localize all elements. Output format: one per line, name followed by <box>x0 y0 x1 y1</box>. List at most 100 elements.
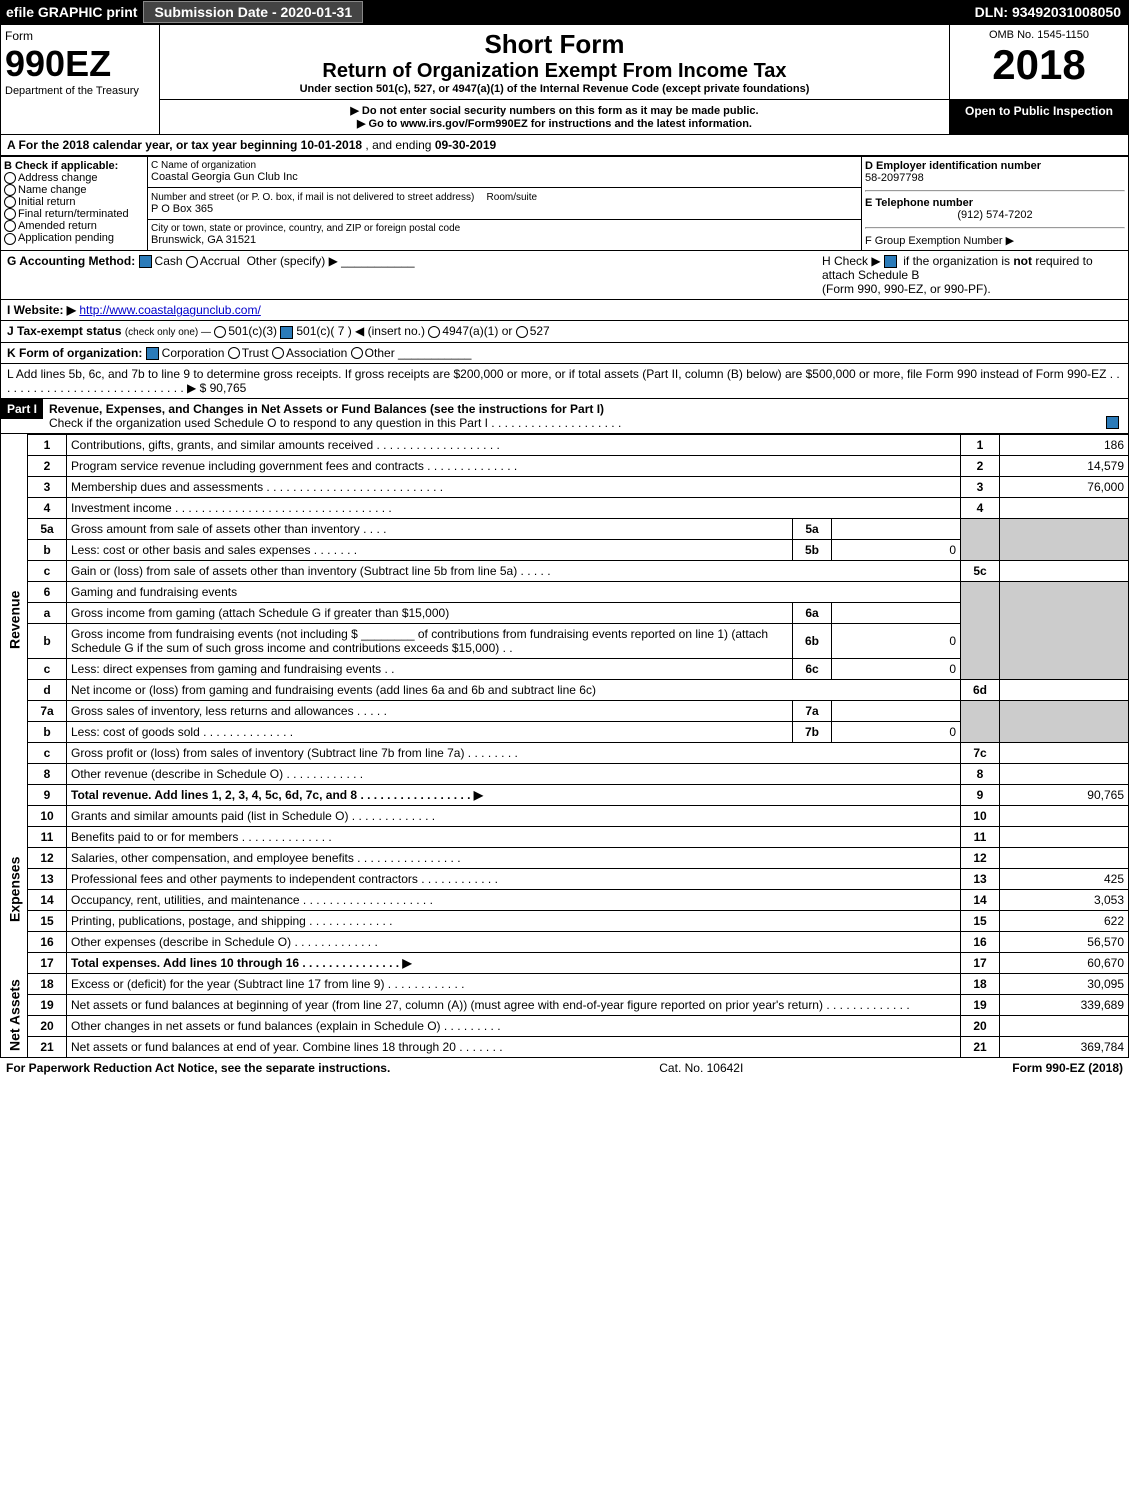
check-final-return[interactable]: Final return/terminated <box>4 208 144 220</box>
check-name-change[interactable]: Name change <box>4 184 144 196</box>
group-exemption-label: F Group Exemption Number ▶ <box>865 235 1014 247</box>
net-assets-side-label: Net Assets <box>1 973 28 1057</box>
line-12: 12 Salaries, other compensation, and emp… <box>1 847 1129 868</box>
accrual-radio[interactable] <box>186 256 198 268</box>
line-21-value: 369,784 <box>1000 1036 1129 1057</box>
line-20-value <box>1000 1015 1129 1036</box>
phone-value: (912) 574-7202 <box>865 209 1125 221</box>
part1-schedule-o-checkbox[interactable] <box>1106 416 1119 429</box>
line-6b-value: 0 <box>832 623 961 658</box>
line-17: 17 Total expenses. Add lines 10 through … <box>1 952 1129 973</box>
line-5a: 5a Gross amount from sale of assets othe… <box>1 518 1129 539</box>
schedule-b-checkbox[interactable] <box>884 255 897 268</box>
line-5b-value: 0 <box>832 539 961 560</box>
line-11-value <box>1000 826 1129 847</box>
gross-receipts-value: 90,765 <box>210 381 247 395</box>
dept-treasury: Department of the Treasury <box>5 85 155 97</box>
line-7b: b Less: cost of goods sold . . . . . . .… <box>1 721 1129 742</box>
check-applicable-label: B Check if applicable: <box>4 160 118 172</box>
line-15: 15 Printing, publications, postage, and … <box>1 910 1129 931</box>
irs-link[interactable]: www.irs.gov/Form990EZ <box>400 118 527 130</box>
tax-period-row: A For the 2018 calendar year, or tax yea… <box>0 135 1129 156</box>
line-4: 4 Investment income . . . . . . . . . . … <box>1 497 1129 518</box>
line-19-value: 339,689 <box>1000 994 1129 1015</box>
line-18: Net Assets 18 Excess or (deficit) for th… <box>1 973 1129 994</box>
efile-label[interactable]: efile GRAPHIC print <box>0 4 143 20</box>
ein-value: 58-2097798 <box>865 172 924 184</box>
line-14: 14 Occupancy, rent, utilities, and maint… <box>1 889 1129 910</box>
line-6a: a Gross income from gaming (attach Sched… <box>1 602 1129 623</box>
h-check-label: H Check ▶ <box>822 254 881 268</box>
form-number: 990EZ <box>5 43 155 85</box>
line-7a: 7a Gross sales of inventory, less return… <box>1 700 1129 721</box>
tax-year: 2018 <box>954 41 1124 89</box>
part1-check-line: Check if the organization used Schedule … <box>49 416 621 430</box>
line-6: 6 Gaming and fundraising events <box>1 581 1129 602</box>
footer-form-ref: Form 990-EZ (2018) <box>1012 1061 1123 1075</box>
line-21: 21 Net assets or fund balances at end of… <box>1 1036 1129 1057</box>
527-radio[interactable] <box>516 326 528 338</box>
line-6d: d Net income or (loss) from gaming and f… <box>1 679 1129 700</box>
street-label: Number and street (or P. O. box, if mail… <box>151 192 474 203</box>
line-9-value: 90,765 <box>1000 784 1129 805</box>
line-10-value <box>1000 805 1129 826</box>
part1-header-row: Part I Revenue, Expenses, and Changes in… <box>0 399 1129 434</box>
line-10: Expenses 10 Grants and similar amounts p… <box>1 805 1129 826</box>
line-7a-value <box>832 700 961 721</box>
line-7b-value: 0 <box>832 721 961 742</box>
line-15-value: 622 <box>1000 910 1129 931</box>
org-name: Coastal Georgia Gun Club Inc <box>151 171 858 183</box>
line-1: Revenue 1 Contributions, gifts, grants, … <box>1 434 1129 455</box>
other-org-radio[interactable] <box>351 347 363 359</box>
line-18-value: 30,095 <box>1000 973 1129 994</box>
short-form-title: Short Form <box>164 29 945 60</box>
omb-number: OMB No. 1545-1150 <box>954 29 1124 41</box>
org-info-block: B Check if applicable: Address change Na… <box>0 156 1129 251</box>
cash-checkbox[interactable] <box>139 255 152 268</box>
check-amended-return[interactable]: Amended return <box>4 220 144 232</box>
dln-number: DLN: 93492031008050 <box>975 4 1129 20</box>
line-5c-value <box>1000 560 1129 581</box>
line-5a-value <box>832 518 961 539</box>
line-8: 8 Other revenue (describe in Schedule O)… <box>1 763 1129 784</box>
form-header: Form 990EZ Department of the Treasury Sh… <box>0 24 1129 135</box>
check-application-pending[interactable]: Application pending <box>4 232 144 244</box>
revenue-side-label: Revenue <box>1 434 28 805</box>
main-title: Return of Organization Exempt From Incom… <box>164 60 945 83</box>
corporation-checkbox[interactable] <box>146 347 159 360</box>
part1-title: Revenue, Expenses, and Changes in Net As… <box>49 402 604 416</box>
check-initial-return[interactable]: Initial return <box>4 196 144 208</box>
top-bar: efile GRAPHIC print Submission Date - 20… <box>0 0 1129 24</box>
line-6c: c Less: direct expenses from gaming and … <box>1 658 1129 679</box>
line-16: 16 Other expenses (describe in Schedule … <box>1 931 1129 952</box>
line-6b: b Gross income from fundraising events (… <box>1 623 1129 658</box>
line-3-value: 76,000 <box>1000 476 1129 497</box>
lines-table: Revenue 1 Contributions, gifts, grants, … <box>0 434 1129 1058</box>
4947-radio[interactable] <box>428 326 440 338</box>
website-link[interactable]: http://www.coastalgagunclub.com/ <box>79 303 260 317</box>
form-org-label: K Form of organization: <box>7 346 142 360</box>
street-value: P O Box 365 <box>151 203 213 215</box>
line-1-value: 186 <box>1000 434 1129 455</box>
line-6c-value: 0 <box>832 658 961 679</box>
line-8-value <box>1000 763 1129 784</box>
trust-radio[interactable] <box>228 347 240 359</box>
form-org-row: K Form of organization: Corporation Trus… <box>0 343 1129 364</box>
website-row: I Website: ▶ http://www.coastalgagunclub… <box>0 300 1129 321</box>
line-5b: b Less: cost or other basis and sales ex… <box>1 539 1129 560</box>
gross-receipts-row: L Add lines 5b, 6c, and 7b to line 9 to … <box>0 364 1129 399</box>
goto-instructions: ▶ Go to www.irs.gov/Form990EZ for instru… <box>164 117 945 130</box>
h-desc2: (Form 990, 990-EZ, or 990-PF). <box>822 282 991 296</box>
line-3: 3 Membership dues and assessments . . . … <box>1 476 1129 497</box>
tax-exempt-label: J Tax-exempt status <box>7 324 122 338</box>
501c-checkbox[interactable] <box>280 326 293 339</box>
org-name-label: C Name of organization <box>151 160 858 171</box>
subtitle: Under section 501(c), 527, or 4947(a)(1)… <box>164 83 945 95</box>
line-6a-value <box>832 602 961 623</box>
ein-label: D Employer identification number <box>865 160 1041 172</box>
501c3-radio[interactable] <box>214 326 226 338</box>
city-value: Brunswick, GA 31521 <box>151 234 858 246</box>
association-radio[interactable] <box>272 347 284 359</box>
line-12-value <box>1000 847 1129 868</box>
check-address-change[interactable]: Address change <box>4 172 144 184</box>
